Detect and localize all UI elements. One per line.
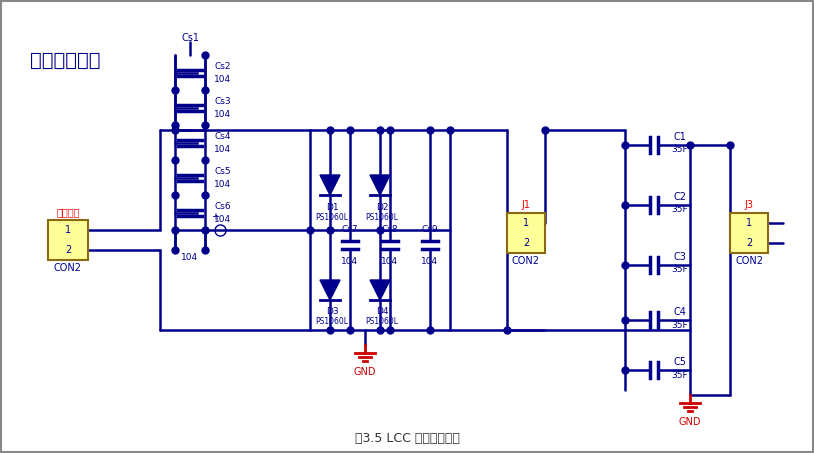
Text: 35F: 35F	[672, 265, 689, 275]
Text: Cs5: Cs5	[215, 167, 231, 176]
Text: D1: D1	[326, 202, 339, 212]
Polygon shape	[370, 175, 390, 195]
Text: 1: 1	[65, 225, 71, 235]
Text: J3: J3	[745, 200, 754, 210]
Text: PS1060L: PS1060L	[316, 318, 348, 327]
Polygon shape	[320, 175, 340, 195]
Text: Cs4: Cs4	[215, 132, 231, 141]
Text: 电感线圈: 电感线圈	[56, 207, 80, 217]
Text: 104: 104	[214, 75, 231, 84]
Text: Cs6: Cs6	[215, 202, 231, 211]
Text: 104: 104	[382, 256, 399, 265]
Text: C4: C4	[673, 307, 686, 317]
Text: Cs9: Cs9	[422, 226, 438, 235]
Text: 104: 104	[422, 256, 439, 265]
Text: 2: 2	[523, 238, 529, 248]
Text: PS1060L: PS1060L	[316, 212, 348, 222]
Text: C2: C2	[673, 192, 686, 202]
Text: 谐振整流滤波: 谐振整流滤波	[30, 50, 100, 69]
Text: GND: GND	[354, 367, 376, 377]
Text: 1: 1	[523, 218, 529, 228]
Text: 104: 104	[214, 180, 231, 189]
Text: Cs7: Cs7	[342, 226, 358, 235]
Bar	[507, 213, 545, 253]
Text: 104: 104	[214, 215, 231, 224]
Text: C3: C3	[673, 252, 686, 262]
Text: D2: D2	[376, 202, 388, 212]
Text: PS1060L: PS1060L	[365, 318, 399, 327]
Text: C1: C1	[673, 132, 686, 142]
Text: 104: 104	[341, 256, 358, 265]
Text: PS1060L: PS1060L	[365, 212, 399, 222]
Text: CON2: CON2	[512, 256, 540, 266]
Text: J1: J1	[522, 200, 531, 210]
Text: 35F: 35F	[672, 145, 689, 154]
Text: 图3.5 LCC 接收电路结构: 图3.5 LCC 接收电路结构	[355, 432, 459, 445]
Bar	[48, 220, 88, 260]
Text: 104: 104	[182, 254, 199, 262]
Text: D3: D3	[326, 308, 339, 317]
Text: CON2: CON2	[54, 263, 82, 273]
Text: 104: 104	[214, 110, 231, 119]
Text: +: +	[211, 212, 219, 222]
Polygon shape	[370, 280, 390, 300]
Text: 35F: 35F	[672, 206, 689, 215]
Text: Cs3: Cs3	[215, 97, 231, 106]
Text: 104: 104	[214, 145, 231, 154]
Text: 2: 2	[65, 245, 71, 255]
Text: 35F: 35F	[672, 321, 689, 329]
Text: Cs2: Cs2	[215, 62, 231, 71]
Text: Cs1: Cs1	[181, 33, 199, 43]
Text: 35F: 35F	[672, 371, 689, 380]
Text: 2: 2	[746, 238, 752, 248]
Text: GND: GND	[679, 417, 701, 427]
Text: D4: D4	[376, 308, 388, 317]
Text: C5: C5	[673, 357, 686, 367]
Text: 1: 1	[746, 218, 752, 228]
Text: Cs8: Cs8	[382, 226, 398, 235]
Polygon shape	[320, 280, 340, 300]
Bar	[730, 213, 768, 253]
Text: CON2: CON2	[735, 256, 763, 266]
